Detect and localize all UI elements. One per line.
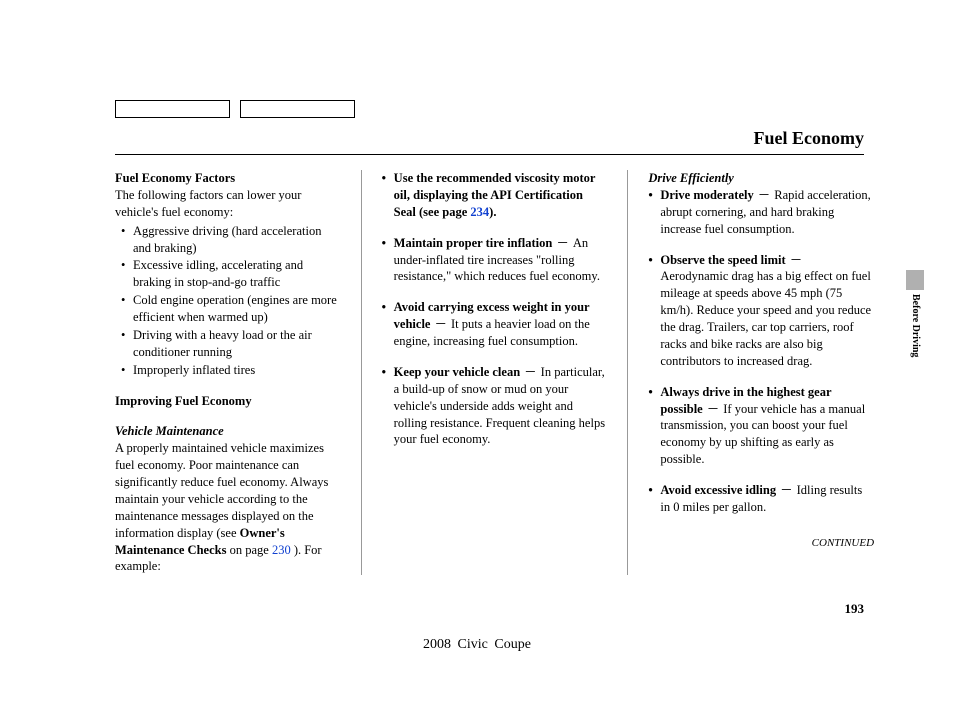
tips-list-right: Drive moderately－Rapid acceleration, abr… [648,187,874,516]
tip-lead: Maintain proper tire inflation [394,236,553,250]
dash: － [754,188,775,202]
column-1: Fuel Economy Factors The following facto… [115,170,361,575]
side-tab: Before Driving [906,270,924,357]
tip-item: Always drive in the highest gear possibl… [648,384,874,468]
dash: － [520,365,541,379]
factors-intro: The following factors can lower your veh… [115,187,341,221]
tips-list-mid: Use the recommended viscosity motor oil,… [382,170,608,448]
tip-item: Drive moderately－Rapid acceleration, abr… [648,187,874,238]
maint-text-1: A properly maintained vehicle maximizes … [115,441,328,539]
side-tab-text: Before Driving [908,294,922,357]
page-link-230[interactable]: 230 [272,543,291,557]
title-row: Fuel Economy [115,126,864,155]
heading-improving: Improving Fuel Economy [115,393,341,410]
factor-item: Improperly inflated tires [121,362,341,379]
heading-factors: Fuel Economy Factors [115,170,341,187]
header-boxes [115,100,864,118]
page-link-234[interactable]: 234 [470,205,489,219]
tip-item: Use the recommended viscosity motor oil,… [382,170,608,221]
dash: － [703,402,724,416]
tip-rest: Aerodynamic drag has a big effect on fue… [660,269,871,367]
header-box-2 [240,100,355,118]
tip-lead: Observe the speed limit [660,253,785,267]
factor-item: Cold engine operation (engines are more … [121,292,341,326]
tip-lead: Keep your vehicle clean [394,365,520,379]
content-columns: Fuel Economy Factors The following facto… [115,170,874,575]
column-3: Drive Efficiently Drive moderately－Rapid… [627,170,874,575]
tip-item: Avoid excessive idling－Idling results in… [648,482,874,516]
factor-item: Excessive idling, accelerating and braki… [121,257,341,291]
header-box-1 [115,100,230,118]
heading-drive-efficiently: Drive Efficiently [648,170,874,187]
column-2: Use the recommended viscosity motor oil,… [361,170,628,575]
tip-lead: Avoid excessive idling [660,483,776,497]
dash: － [786,253,807,267]
dash: － [776,483,797,497]
footer-text: 2008 Civic Coupe [0,636,954,655]
factor-item: Aggressive driving (hard acceleration an… [121,223,341,257]
factors-list: Aggressive driving (hard acceleration an… [121,223,341,379]
page-title: Fuel Economy [754,126,865,150]
tip-item: Observe the speed limit－ Aerodynamic drag… [648,252,874,370]
continued-label: CONTINUED [648,536,874,551]
page-number: 193 [845,600,865,618]
tip-item: Keep your vehicle clean－In particular, a… [382,364,608,448]
tip-item: Avoid carrying excess weight in your veh… [382,299,608,350]
factor-item: Driving with a heavy load or the air con… [121,327,341,361]
heading-maintenance: Vehicle Maintenance [115,423,341,440]
maintenance-para: A properly maintained vehicle maximizes … [115,440,341,575]
dash: － [430,317,451,331]
maint-text-2: on page [226,543,271,557]
tip-item: Maintain proper tire inflation－An under-… [382,235,608,286]
side-tab-bar [906,270,924,290]
page-header: Fuel Economy [115,100,864,155]
dash: － [552,236,573,250]
tip-lead: Drive moderately [660,188,753,202]
tip-lead: Use the recommended viscosity motor oil,… [394,171,596,219]
